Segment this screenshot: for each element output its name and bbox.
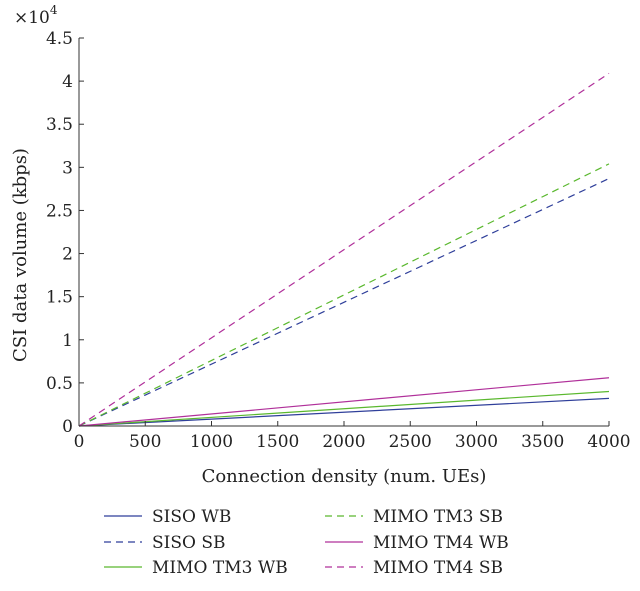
series-line-siso-wb bbox=[78, 397, 610, 427]
legend: SISO WB SISO SB MIMO TM3 WB MIMO TM3 SB MIMO… bbox=[104, 507, 509, 578]
plot-area bbox=[78, 72, 610, 427]
legend-label-siso-sb: SISO SB bbox=[152, 533, 226, 553]
y-tick-label: 3.5 bbox=[46, 115, 73, 135]
legend-label-mimo-tm3-wb: MIMO TM3 WB bbox=[152, 558, 288, 578]
y-axis-title: CSI data volume (kbps) bbox=[10, 148, 31, 362]
series-line-mimo-tm3-wb bbox=[78, 390, 610, 427]
x-tick-label: 2000 bbox=[322, 432, 365, 452]
y-axis-scale-exponent: 4 bbox=[50, 3, 58, 17]
y-tick-label: 1.5 bbox=[46, 288, 73, 308]
legend-label-mimo-tm3-sb: MIMO TM3 SB bbox=[373, 507, 503, 527]
x-tick-label: 3000 bbox=[455, 432, 498, 452]
y-tick-label: 3 bbox=[62, 158, 73, 178]
legend-label-mimo-tm4-sb: MIMO TM4 SB bbox=[373, 558, 503, 578]
x-axis-title: Connection density (num. UEs) bbox=[202, 466, 487, 487]
y-axis-scale-factor: ×104 bbox=[14, 3, 58, 28]
x-tick-label: 3500 bbox=[521, 432, 564, 452]
y-tick-label: 4 bbox=[62, 72, 73, 92]
x-tick-label: 1500 bbox=[256, 432, 299, 452]
x-tick-label: 0 bbox=[74, 432, 85, 452]
legend-label-siso-wb: SISO WB bbox=[152, 507, 231, 527]
y-tick-label: 1 bbox=[62, 331, 73, 351]
legend-label-mimo-tm4-wb: MIMO TM4 WB bbox=[373, 533, 509, 553]
y-tick-label: 0 bbox=[62, 417, 73, 437]
x-tick-label: 500 bbox=[129, 432, 161, 452]
x-tick-label: 1000 bbox=[190, 432, 233, 452]
series-line-siso-sb bbox=[78, 177, 610, 427]
y-tick-label: 2.5 bbox=[46, 201, 73, 221]
y-tick-label: 2 bbox=[62, 245, 73, 265]
y-tick-label: 4.5 bbox=[46, 29, 73, 49]
series-line-mimo-tm4-wb bbox=[78, 377, 610, 427]
series-line-mimo-tm3-sb bbox=[78, 163, 610, 427]
x-tick-label: 4000 bbox=[587, 432, 630, 452]
x-tick-label: 2500 bbox=[389, 432, 432, 452]
axes: 0 500 1000 1500 2000 2500 3000 3500 4000 0 0.5 1 1.5… bbox=[46, 29, 631, 452]
y-tick-label: 0.5 bbox=[46, 374, 73, 394]
series-line-mimo-tm4-sb bbox=[78, 72, 610, 427]
